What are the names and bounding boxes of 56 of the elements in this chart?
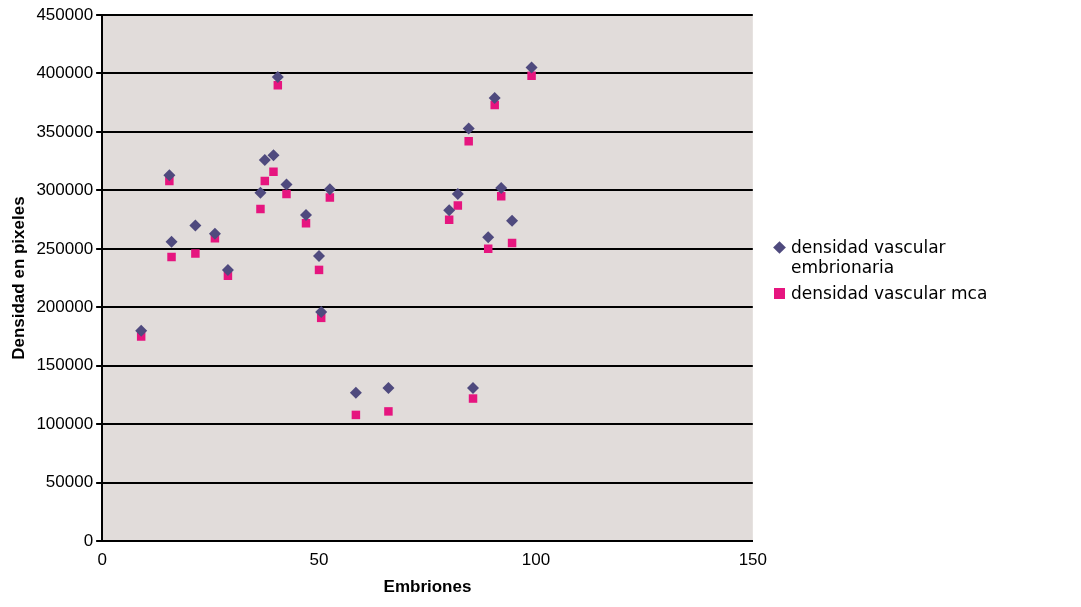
- point: [382, 382, 395, 395]
- point: [349, 386, 362, 399]
- point: [323, 183, 336, 196]
- point: [506, 214, 519, 227]
- point: [221, 263, 234, 276]
- point: [282, 189, 291, 199]
- x-axis-title: Embriones: [383, 577, 472, 597]
- point: [495, 182, 508, 195]
- y-tick-label: 100000: [36, 413, 94, 433]
- point: [467, 382, 480, 395]
- point: [444, 215, 454, 224]
- y-axis-title: Densidad en pixeles: [8, 196, 28, 360]
- x-tick-label: 50: [309, 550, 329, 570]
- point: [163, 169, 176, 182]
- y-tick-label: 250000: [36, 238, 94, 258]
- point: [313, 249, 326, 262]
- y-tick-label: 50000: [45, 472, 94, 492]
- point: [300, 208, 313, 221]
- point: [135, 324, 148, 337]
- y-tick-label: 350000: [36, 121, 94, 141]
- point: [280, 178, 293, 191]
- point: [258, 154, 271, 166]
- point: [488, 92, 501, 105]
- y-tick-label: 0: [83, 530, 94, 550]
- legend-label: densidad vascular mca: [791, 283, 988, 303]
- x-tick-label: 100: [521, 550, 551, 570]
- y-tick-label: 300000: [36, 180, 94, 200]
- point: [269, 167, 278, 176]
- point: [189, 219, 202, 232]
- point: [527, 71, 536, 81]
- y-tick-label: 200000: [36, 297, 94, 317]
- point: [208, 227, 221, 240]
- point: [271, 70, 284, 83]
- point: [191, 249, 200, 258]
- point: [525, 61, 538, 74]
- point: [482, 231, 495, 244]
- y-tick-label: 450000: [36, 4, 94, 24]
- point: [315, 306, 328, 319]
- point: [451, 187, 464, 200]
- point: [384, 407, 393, 416]
- x-tick-label: 150: [738, 550, 768, 570]
- point: [325, 193, 335, 202]
- y-tick-label: 150000: [36, 355, 94, 375]
- point: [254, 186, 267, 199]
- point: [267, 149, 280, 162]
- y-tick-label: 400000: [36, 63, 94, 83]
- x-tick-label: 0: [97, 550, 107, 570]
- point: [464, 137, 473, 146]
- point: [453, 201, 463, 210]
- point: [167, 252, 176, 262]
- point: [462, 122, 475, 135]
- legend-label: densidad vascular embrionaria: [791, 237, 947, 277]
- point: [165, 235, 178, 248]
- point: [443, 204, 456, 217]
- point: [256, 204, 265, 214]
- point: [468, 394, 478, 403]
